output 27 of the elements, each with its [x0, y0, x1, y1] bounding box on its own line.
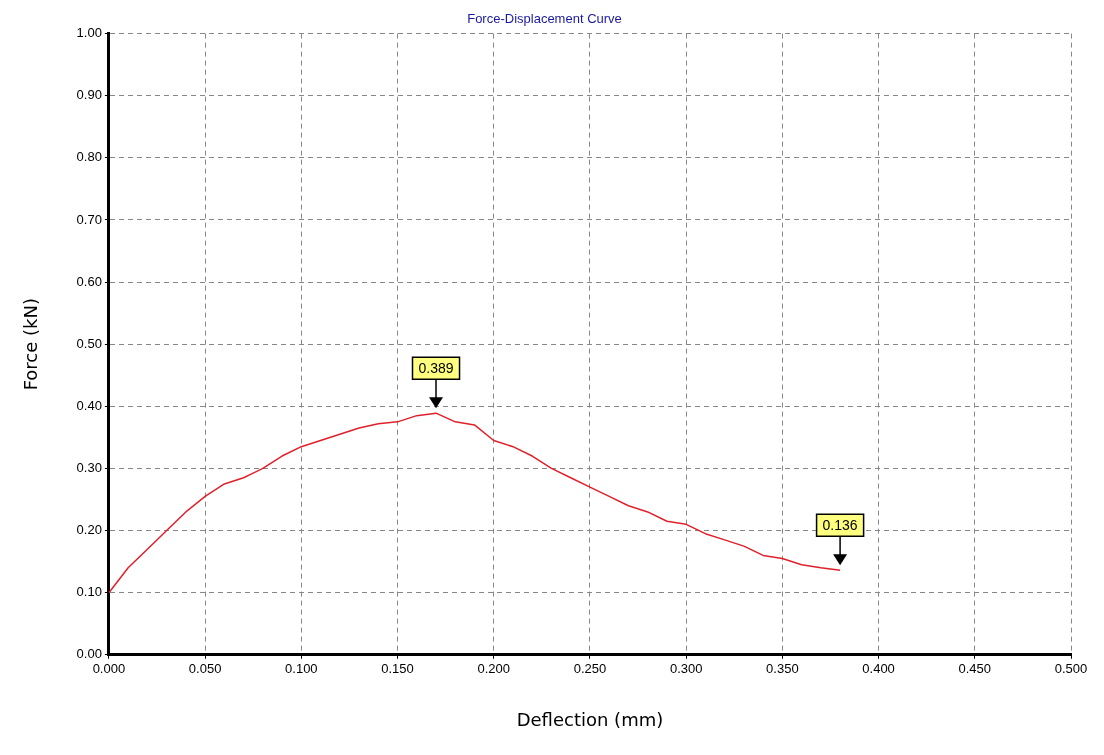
y-tick-label: 0.60 — [76, 273, 102, 289]
annotation: 0.136 — [822, 517, 858, 534]
x-tick-label: 0.050 — [188, 661, 222, 677]
x-tick-label: 0.150 — [381, 661, 414, 677]
y-tick-label: 1.00 — [76, 25, 102, 41]
x-tick-label: 0.350 — [766, 661, 799, 677]
y-tick-label: 0.30 — [76, 460, 102, 476]
x-tick-label: 0.100 — [285, 661, 318, 677]
x-tick-label: 0.000 — [92, 661, 126, 677]
x-axis-title: Deflection (mm) — [516, 708, 664, 730]
y-tick-label: 0.10 — [76, 584, 102, 600]
y-tick-label: 0.80 — [76, 149, 102, 165]
y-tick-label: 0.90 — [76, 87, 102, 103]
y-tick-label: 0.00 — [76, 646, 102, 662]
x-tick-label: 0.200 — [477, 661, 511, 677]
chart-title: Force-Displacement Curve — [467, 11, 622, 27]
x-tick-label: 0.300 — [669, 661, 703, 677]
y-tick-label: 0.40 — [76, 397, 102, 413]
x-tick-label: 0.250 — [573, 661, 607, 677]
y-tick-label: 0.70 — [76, 211, 102, 227]
x-tick-label: 0.450 — [958, 661, 992, 677]
x-tick-label: 0.400 — [862, 661, 895, 677]
annotation: 0.389 — [418, 360, 454, 377]
y-tick-label: 0.20 — [76, 522, 102, 538]
y-tick-label: 0.50 — [76, 335, 102, 351]
x-tick-label: 0.500 — [1054, 661, 1088, 677]
y-axis-title: Force (kN) — [20, 298, 42, 391]
